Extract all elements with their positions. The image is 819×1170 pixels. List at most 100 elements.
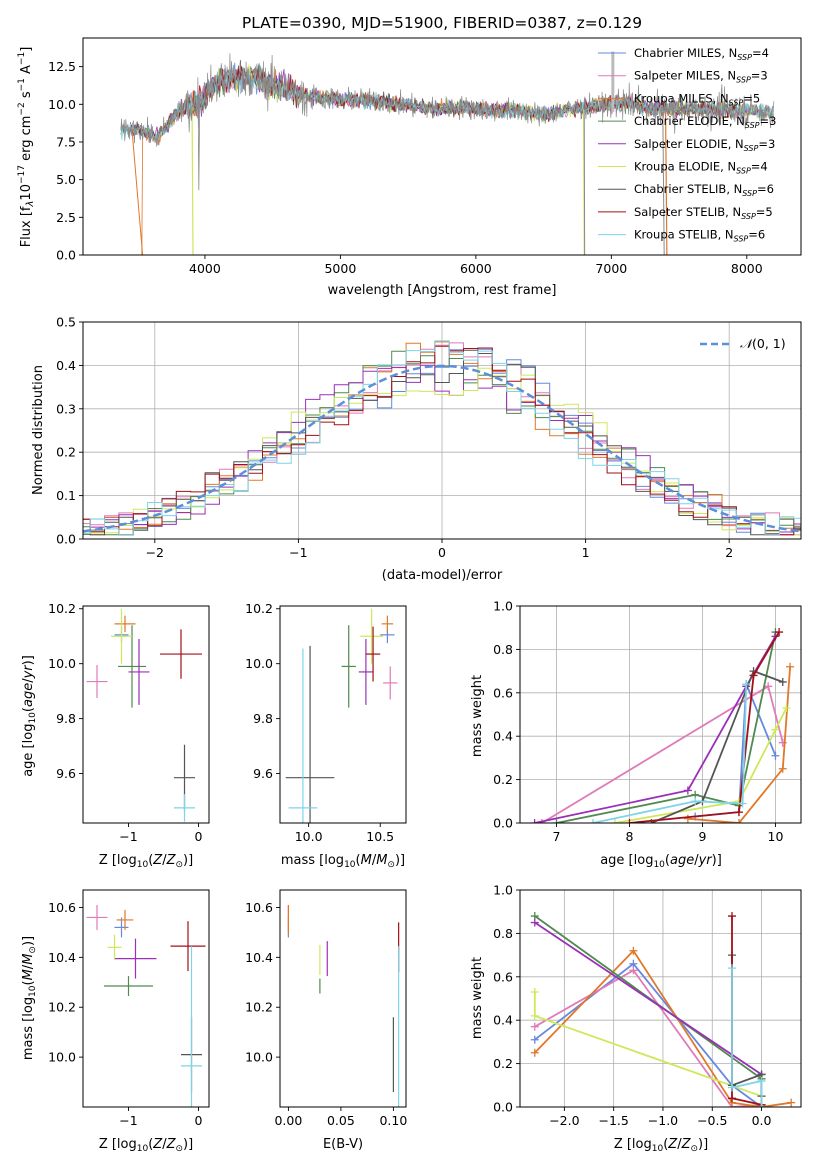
spectrum-data-dip [197,96,201,191]
weight_vs_age-ytick-label: 0.0 [493,816,513,831]
weight-vs-metallicity-panel: −2.0 −1.5 −1.0 −0.5 0.0 0.0 0.2 0.4 0.6 0.8 1.0 Z … [470,883,802,1154]
legend-label-c3: Kroupa MILES, NSSP=5 [634,91,760,107]
age-z-ylabel: age [log10(age/yr)] [21,655,38,777]
legend-label-sub: SSP [745,121,760,130]
legend-label-c1: Chabrier MILES, NSSP=4 [634,46,769,62]
weight_vs_Z-marker-c9 [757,1076,766,1085]
weight-age-ylabel: mass weight [470,675,485,757]
weight_vs_Z-xtick-label: −1.5 [598,1113,628,1128]
mass_vs_ebv-frame [279,889,407,1108]
weight_vs_age-marker-c6 [771,725,780,734]
weight_vs_age-marker-c4 [552,819,561,823]
spectrum-ytick-label: 10.0 [48,97,76,112]
weight_vs_age-marker-c9 [588,819,597,823]
residuals-ytick-label: 0.0 [56,532,76,547]
spectrum-frame [82,37,802,256]
weight_vs_age-line-c8 [629,631,780,823]
weight_vs_age-marker-c3 [778,764,787,773]
spectrum-ytick-label: 12.5 [48,59,76,74]
legend-label-c7: Chabrier STELIB, NSSP=6 [634,182,774,198]
residuals-frame [82,321,802,540]
mass_vs_ebv-ytick-label: 10.6 [245,900,273,915]
legend-label-sub: SSP [734,235,749,244]
age-z-xlabel: Z [log10(Z/Z⊙)] [99,853,193,870]
weight_vs_Z-marker-c9 [727,1083,736,1092]
weight_vs_age-line-c4 [556,631,777,823]
legend-label-sub: SSP [736,167,751,176]
legend-label-value: =4 [751,160,768,174]
residuals-ytick-label: 0.3 [56,401,76,416]
weight_vs_Z-ytick-label: 0.4 [493,1013,513,1028]
weight_vs_age-marker-c3 [786,662,795,671]
mass_vs_ebv-ytick-label: 10.2 [245,1000,273,1015]
age_vs_Z-xtick-label: 0 [195,829,203,844]
weight_vs_Z-marker-c3 [629,946,638,955]
residuals-marks [83,340,801,536]
spectrum-dip-yellow [191,107,194,255]
legend-label-value: =3 [758,137,775,151]
weight_vs_Z-ytick-label: 1.0 [493,883,513,898]
age_vs_mass-marks [285,608,398,823]
residuals-xtick-label: 0 [438,545,446,560]
legend-label-c6: Kroupa ELODIE, NSSP=4 [634,160,768,176]
age_vs_Z-marks [86,608,202,822]
mass-z-xlabel: Z [log10(Z/Z⊙)] [99,1137,193,1154]
age-vs-metallicity-plot-area: −1 0 9.6 9.8 10.0 10.2 [48,601,210,844]
legend-label-sub: SSP [744,144,759,153]
weight_vs_age-xtick-label: 8 [626,829,634,844]
weight_vs_Z-xtick-label: −1.0 [648,1113,678,1128]
residual-histogram-c7 [83,349,801,536]
age-mass-xlabel: mass [log10(M/M⊙)] [281,853,405,870]
mass_vs_Z-ytick-label: 10.6 [48,900,76,915]
weight_vs_age-ytick-label: 0.4 [493,729,513,744]
legend-label-text: Chabrier STELIB, N [634,182,742,196]
weight-vs-age-plot-area: 7 8 9 10 0.0 0.2 0.4 0.6 0.8 1.0 [493,599,802,844]
legend-label-value: =4 [752,46,769,60]
legend-label-sub: SSP [742,189,757,198]
spectrum-panel: PLATE=0390, MJD=51900, FIBERID=0387, z=0… [17,14,802,298]
residuals-plot-area: −2 −1 0 1 2 0.0 0.1 0.2 0.3 0.4 0.5 [56,315,802,560]
mass_vs_ebv-xtick-label: 0.05 [327,1113,355,1128]
mass_vs_Z-marks [86,904,206,1107]
weight_vs_Z-marker-c5 [530,918,539,927]
residuals-legend: 𝒩(0, 1) [700,336,786,351]
legend-label-value: =3 [751,69,768,83]
weight_vs_Z-xtick-label: −2.0 [549,1113,579,1128]
residuals-xtick-label: −2 [146,545,164,560]
legend-label-text: Salpeter MILES, N [634,69,736,83]
weight_vs_Z-marker-c9 [727,964,736,973]
legend-label-text: Chabrier ELODIE, N [634,114,745,128]
legend-label-text: Kroupa MILES, N [634,91,729,105]
residuals-xtick-label: −1 [289,545,307,560]
age_vs_Z-ytick-label: 9.8 [56,711,76,726]
weight_vs_age-xtick-label: 9 [698,829,706,844]
weight_vs_Z-ytick-label: 0.0 [493,1100,513,1115]
residuals-ytick-label: 0.1 [56,488,76,503]
weight-vs-metallicity-plot-area: −2.0 −1.5 −1.0 −0.5 0.0 0.0 0.2 0.4 0.6 0.8 1.0 [493,883,802,1128]
age_vs_mass-frame [279,605,407,824]
age_vs_Z-frame [82,605,210,824]
weight_vs_Z-ytick-label: 0.2 [493,1056,513,1071]
weight-z-ylabel: mass weight [470,957,485,1039]
weight_vs_age-marker-c8 [625,819,634,823]
weight_vs_age-xtick-label: 7 [553,829,561,844]
age_vs_Z-ytick-label: 9.6 [56,766,76,781]
spectrum-dip-orange-blue [131,126,144,255]
residuals-ylabel: Normed distribution [31,365,46,495]
weight_vs_age-marker-c9 [691,797,700,806]
mass_vs_ebv-ytick-label: 10.0 [245,1050,273,1065]
legend-label-text: Kroupa STELIB, N [634,228,734,242]
legend-label-sub: SSP [729,98,744,107]
weight_vs_Z-line-c6 [533,992,763,1107]
weight_vs_Z-line-c2 [534,969,762,1107]
mass_vs_Z-frame [82,889,210,1108]
weight_vs_age-ytick-label: 0.2 [493,772,513,787]
weight_vs_age-marker-c6 [782,703,791,712]
weight-vs-age-panel: 7 8 9 10 0.0 0.2 0.4 0.6 0.8 1.0 age [log10(age/y… [470,599,802,870]
ebv-xlabel: E(B-V) [323,1137,363,1152]
weight_vs_age-line-c1 [695,683,777,818]
legend-label-value: =5 [743,91,760,105]
residuals-xlabel: (data-model)/error [382,568,503,583]
spectrum-ytick-label: 7.5 [56,134,76,149]
weight_vs_age-frame [519,605,802,824]
